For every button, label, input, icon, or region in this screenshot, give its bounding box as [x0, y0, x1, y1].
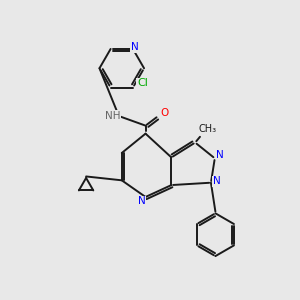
Text: O: O [161, 108, 169, 118]
Text: N: N [138, 196, 146, 206]
Text: NH: NH [105, 111, 121, 121]
Text: Cl: Cl [137, 78, 148, 88]
Text: N: N [130, 43, 138, 52]
Text: N: N [216, 150, 224, 161]
Text: CH₃: CH₃ [199, 124, 217, 134]
Text: N: N [213, 176, 221, 186]
